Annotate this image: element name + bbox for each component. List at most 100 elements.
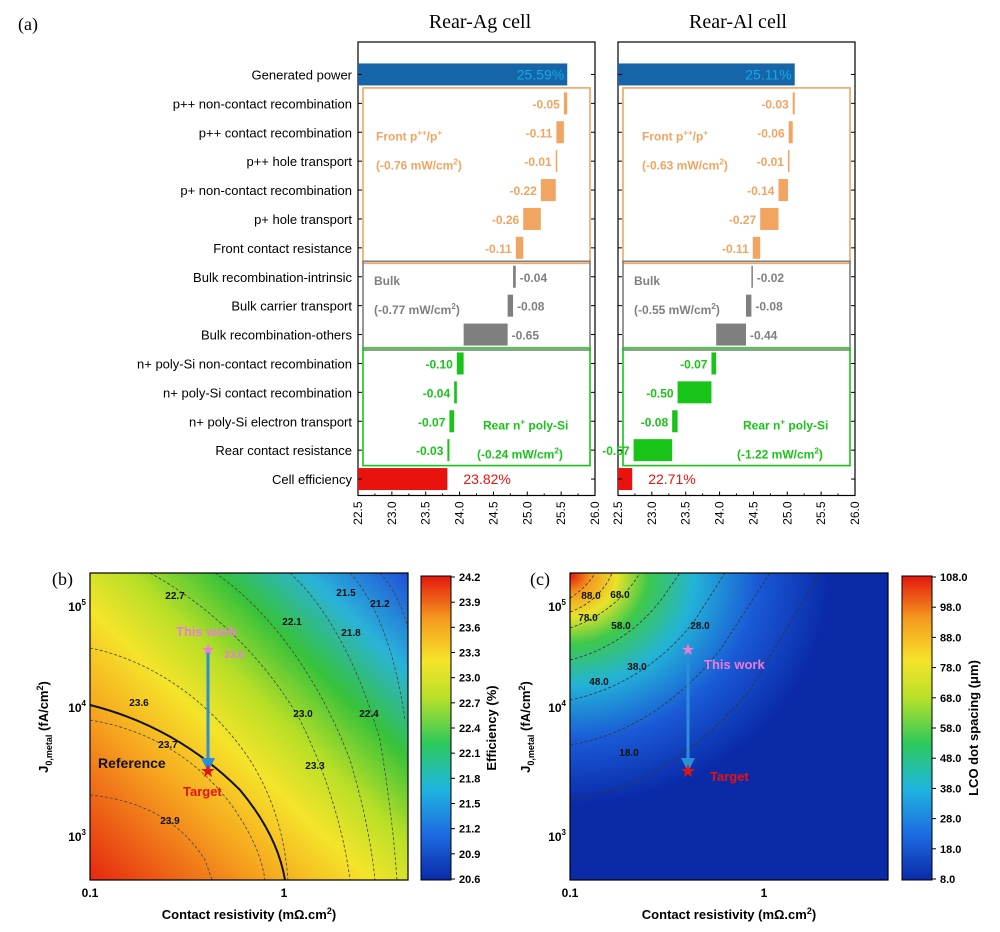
bar-cell-efficiency [358,468,448,491]
c-xtick: 0.1 [562,886,579,900]
contour-label: 23.3 [305,761,325,772]
colorbar-tick-label: 108.0 [940,572,968,584]
axes-c-ticks: 0.1 1 103 104 105 [548,598,767,900]
rear-al-title: Rear-Al cell [689,11,787,33]
contour-label: 48.0 [589,677,609,688]
group-title-rear: Rear n+ poly-Si [483,417,568,432]
bar-loss-label: -0.22 [509,184,537,198]
x-tick-label: 24.5 [486,501,500,525]
bar-cell-efficiency [618,468,633,491]
bar-loss-label: -0.02 [757,271,785,285]
x-tick-label: 25.5 [814,501,828,525]
bar-loss-label: -0.27 [729,213,757,227]
bar-loss-label: -0.04 [423,386,451,400]
contour-label: 21.8 [341,628,361,639]
group-subtitle-rear: (-0.24 mW/cm2) [477,446,563,461]
bar-loss [513,265,516,288]
bar-loss-label: -0.04 [520,271,548,285]
bar-loss [752,236,761,259]
lco-contour-labels: 88.0 68.0 78.0 58.0 28.0 38.0 48.0 18.0 [578,590,710,759]
bar-loss-label: -0.06 [757,126,785,140]
bar-loss [540,179,556,202]
lco-heatmap [569,572,888,880]
contour-label: 28.0 [690,621,710,632]
x-tick-label: 26.0 [588,501,602,525]
category-label: p++ non-contact recombination [173,96,352,111]
bar-loss [633,439,673,462]
contour-label: 23.0 [293,709,313,720]
bar-loss-label: -0.11 [485,242,512,256]
bar-loss-label: -0.50 [646,386,674,400]
contour-label: 23.9 [160,816,180,827]
b-xtick: 0.1 [82,886,99,900]
colorbar-tick-label: 20.6 [459,874,480,886]
c-colorbar-label: LCO dot spacing (μm) [966,660,981,796]
bar-loss-label: -0.01 [757,155,785,169]
bar-loss-label: -0.08 [755,300,783,314]
colorbar-tick-label: 68.0 [940,693,961,705]
x-tick-label: 25.0 [780,501,794,525]
x-tick-label: 23.0 [645,501,659,525]
efficiency-contour-labels: 22.7 22.1 21.5 21.2 21.8 23.6 23.0 22.4 23.7 23.3… [129,588,390,827]
group-box-bulk [362,260,591,351]
efficiency-field [90,573,408,880]
target-star-b: ★ [200,761,216,781]
colorbar-tick-label: 22.1 [459,748,480,760]
bar-efficiency-label: 22.71% [648,471,695,487]
b-ytick: 104 [68,699,86,715]
bar-loss [672,410,678,433]
category-label: p++ contact recombination [199,125,352,140]
bar-loss-label: -0.14 [747,184,775,198]
colorbar-tick-label: 48.0 [940,753,961,765]
category-label: Bulk recombination-others [201,328,353,343]
efficiency-colorbar-ticks: 24.2 23.9 23.6 23.3 23.0 22.7 22.4 22.1 21.8 21.5… [451,572,481,886]
this-work-star-c: ★ [681,642,695,659]
bar-loss-label: -0.03 [761,97,789,111]
group-subtitle-rear: (-1.22 mW/cm2) [737,446,823,461]
bar-loss [447,439,450,462]
lco-gradient-field [570,573,888,880]
category-label: p+ non-contact recombination [180,183,352,198]
bar-loss [792,92,795,115]
group-subtitle-bulk: (-0.55 mW/cm2) [634,302,720,317]
colorbar-tick-label: 22.7 [459,698,480,710]
colorbar-tick-label: 23.6 [459,622,480,634]
colorbar-tick-label: 18.0 [940,844,961,856]
colorbar-tick-label: 23.9 [459,597,480,609]
target-label-c: Target [710,769,749,784]
category-label: Bulk carrier transport [231,299,352,314]
bar-loss [555,150,558,173]
lco-colorbar [901,575,933,881]
x-tick-label: 23.5 [419,501,433,525]
contour-label: 23.6 [129,698,149,709]
target-star-c: ★ [680,761,696,781]
colorbar-tick-label: 21.2 [459,824,480,836]
x-tick-label: 23.5 [679,501,693,525]
bar-loss [760,207,779,230]
bar-loss [456,352,464,375]
bar-loss-label: -0.11 [722,242,749,256]
colorbar-tick-label: 23.3 [459,648,480,660]
group-subtitle-front: (-0.76 mW/cm2) [376,157,462,172]
x-tick-label: 24.5 [746,501,760,525]
x-tick-label: 25.0 [520,501,534,525]
contour-label: 23.8 [224,650,244,661]
x-tick-label: 24.0 [713,501,727,525]
group-box-rear [362,347,591,467]
group-box-front [622,87,851,265]
rear-ag-title: Rear-Ag cell [429,11,532,33]
contour-label: 21.5 [336,588,356,599]
contour-label: 38.0 [627,662,647,673]
b-ytick: 103 [68,828,86,844]
bar-generated-label: 25.59% [517,66,564,82]
category-label: p++ hole transport [246,154,352,169]
category-label: p+ hole transport [254,212,352,227]
bar-generated-label: 25.11% [745,66,791,82]
bar-loss-label: -0.08 [641,415,669,429]
b-xtick: 1 [281,886,288,900]
bar-loss-label: -0.01 [524,155,552,169]
bar-loss [711,352,717,375]
bar-loss-label: -0.65 [512,329,540,343]
contour-label: 21.2 [370,599,390,610]
